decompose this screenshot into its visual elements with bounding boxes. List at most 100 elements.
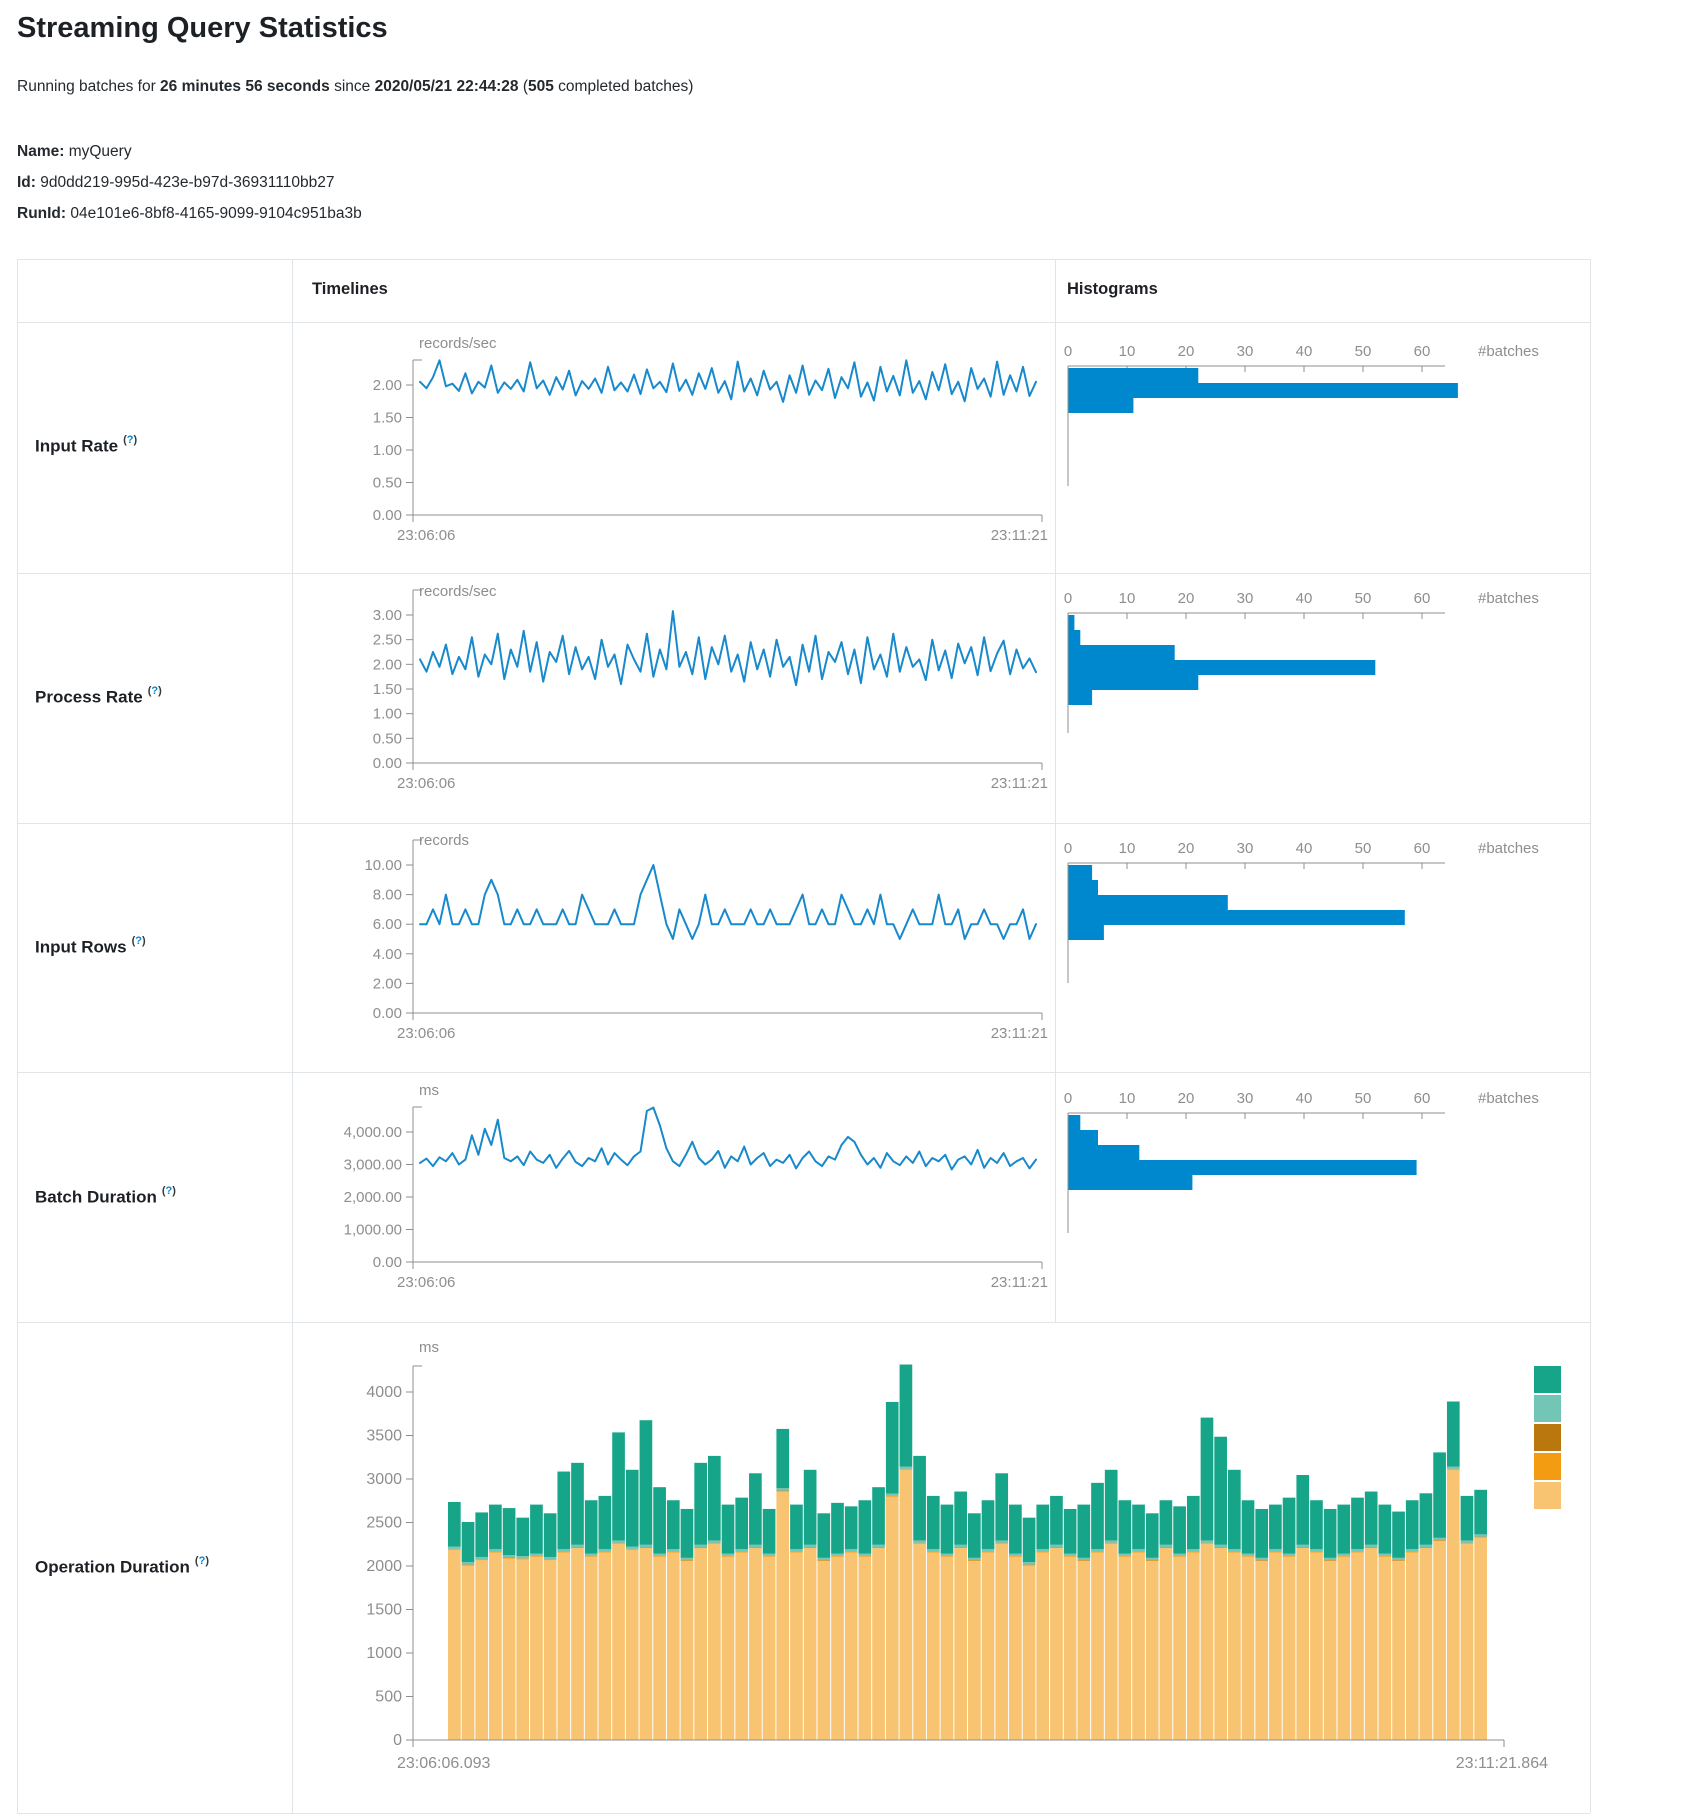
svg-text:40: 40 (1296, 343, 1313, 360)
svg-text:23:11:21.864: 23:11:21.864 (1456, 1755, 1548, 1772)
svg-text:#batches: #batches (1478, 590, 1539, 607)
svg-text:0.00: 0.00 (373, 1254, 402, 1271)
svg-text:1000: 1000 (366, 1645, 402, 1662)
input-rows-help-icon[interactable]: (?) (131, 935, 146, 947)
svg-text:23:06:06: 23:06:06 (397, 1025, 455, 1042)
svg-text:23:06:06: 23:06:06 (397, 775, 455, 792)
input-rate-label-text: Input Rate (35, 436, 119, 456)
svg-text:2.50: 2.50 (373, 632, 402, 649)
svg-text:ms: ms (419, 1082, 439, 1099)
svg-text:40: 40 (1296, 1090, 1313, 1107)
summary-suffix: completed batches) (553, 78, 694, 95)
svg-text:30: 30 (1237, 840, 1254, 857)
svg-text:50: 50 (1355, 590, 1372, 607)
operation-duration-help-icon[interactable]: (?) (194, 1555, 209, 1567)
input-rate-help-icon[interactable]: (?) (123, 434, 138, 446)
svg-text:4000: 4000 (366, 1384, 402, 1401)
svg-text:30: 30 (1237, 590, 1254, 607)
svg-text:40: 40 (1296, 590, 1313, 607)
svg-text:10.00: 10.00 (364, 857, 402, 874)
summary-paren: ( (518, 78, 528, 95)
legend-swatch-4 (1534, 1482, 1561, 1509)
svg-text:10: 10 (1119, 1090, 1136, 1107)
svg-text:2500: 2500 (366, 1515, 402, 1532)
svg-text:1.50: 1.50 (373, 410, 402, 427)
svg-text:50: 50 (1355, 343, 1372, 360)
svg-text:10: 10 (1119, 840, 1136, 857)
svg-text:1.00: 1.00 (373, 442, 402, 459)
svg-text:23:06:06: 23:06:06 (397, 1274, 455, 1291)
svg-text:8.00: 8.00 (373, 887, 402, 904)
column-divider (1590, 259, 1591, 1813)
svg-text:50: 50 (1355, 1090, 1372, 1107)
svg-text:30: 30 (1237, 343, 1254, 360)
svg-text:records/sec: records/sec (419, 583, 497, 600)
query-runid-value: 04e101e6-8bf8-4165-9099-9104c951ba3b (66, 205, 362, 222)
svg-text:0: 0 (1064, 590, 1072, 607)
summary-since: 2020/05/21 22:44:28 (374, 78, 519, 95)
row-divider (17, 259, 1590, 260)
input-rows-histogram-chart: 0 10 20 30 40 50 60 #batches (1064, 840, 1539, 983)
svg-text:records/sec: records/sec (419, 335, 497, 352)
process-rate-help-icon[interactable]: (?) (147, 685, 162, 697)
svg-text:23:11:21: 23:11:21 (991, 1025, 1048, 1042)
svg-text:0.00: 0.00 (373, 1005, 402, 1022)
svg-text:60: 60 (1414, 590, 1431, 607)
query-id-label: Id: (17, 174, 36, 191)
row-label-process-rate: Process Rate (?) (35, 685, 162, 708)
query-name-value: myQuery (64, 143, 132, 160)
svg-text:23:11:21: 23:11:21 (991, 775, 1048, 792)
legend-swatch-1 (1534, 1395, 1561, 1422)
row-divider (17, 573, 1590, 574)
svg-text:40: 40 (1296, 840, 1313, 857)
column-divider (292, 259, 293, 1813)
batch-duration-help-icon[interactable]: (?) (161, 1185, 176, 1197)
svg-text:1500: 1500 (366, 1602, 402, 1619)
query-id-line: Id: 9d0dd219-995d-423e-b97d-36931110bb27 (17, 167, 362, 198)
column-header-histograms: Histograms (1067, 280, 1158, 298)
operation-duration-label-text: Operation Duration (35, 1557, 190, 1577)
svg-text:20: 20 (1178, 1090, 1195, 1107)
legend-swatch-0 (1534, 1366, 1561, 1393)
svg-text:20: 20 (1178, 840, 1195, 857)
row-label-input-rate: Input Rate (?) (35, 434, 138, 457)
svg-text:23:06:06.093: 23:06:06.093 (397, 1755, 491, 1772)
input-rate-timeline-chart: records/sec 2.00 1.50 1.00 0.50 0.00 23:06:06 2… (373, 335, 1048, 544)
svg-text:1,000.00: 1,000.00 (344, 1222, 402, 1239)
svg-text:0: 0 (1064, 840, 1072, 857)
svg-text:2000: 2000 (366, 1558, 402, 1575)
svg-text:3.00: 3.00 (373, 607, 402, 624)
column-divider (17, 259, 18, 1813)
svg-text:2.00: 2.00 (373, 377, 402, 394)
svg-text:0: 0 (393, 1732, 402, 1749)
svg-text:6.00: 6.00 (373, 916, 402, 933)
query-runid-label: RunId: (17, 205, 67, 222)
svg-text:records: records (419, 832, 469, 849)
row-divider (17, 1072, 1590, 1073)
svg-text:30: 30 (1237, 1090, 1254, 1107)
row-divider (17, 322, 1590, 323)
svg-text:2.00: 2.00 (373, 975, 402, 992)
svg-text:4.00: 4.00 (373, 946, 402, 963)
svg-text:0.50: 0.50 (373, 475, 402, 492)
svg-text:60: 60 (1414, 840, 1431, 857)
summary-prefix: Running batches for (17, 78, 161, 95)
svg-text:3,000.00: 3,000.00 (344, 1157, 402, 1174)
row-label-batch-duration: Batch Duration (?) (35, 1185, 176, 1208)
svg-text:60: 60 (1414, 1090, 1431, 1107)
svg-text:0.00: 0.00 (373, 755, 402, 772)
process-rate-label-text: Process Rate (35, 687, 143, 707)
running-batches-summary: Running batches for 26 minutes 56 second… (17, 78, 693, 96)
svg-text:60: 60 (1414, 343, 1431, 360)
page-title: Streaming Query Statistics (17, 12, 388, 44)
svg-text:#batches: #batches (1478, 840, 1539, 857)
batch-duration-timeline-chart: ms 4,000.00 3,000.00 2,000.00 1,000.00 0.00 23… (344, 1082, 1048, 1291)
batch-duration-label-text: Batch Duration (35, 1187, 157, 1207)
svg-text:#batches: #batches (1478, 1090, 1539, 1107)
input-rows-timeline-chart: records 10.00 8.00 6.00 4.00 2.00 0.00 23:06:06… (364, 832, 1048, 1042)
row-label-operation-duration: Operation Duration (?) (35, 1555, 209, 1578)
query-name-line: Name: myQuery (17, 136, 362, 167)
process-rate-histogram-chart: 0 10 20 30 40 50 60 #batches (1064, 590, 1539, 733)
svg-text:#batches: #batches (1478, 343, 1539, 360)
